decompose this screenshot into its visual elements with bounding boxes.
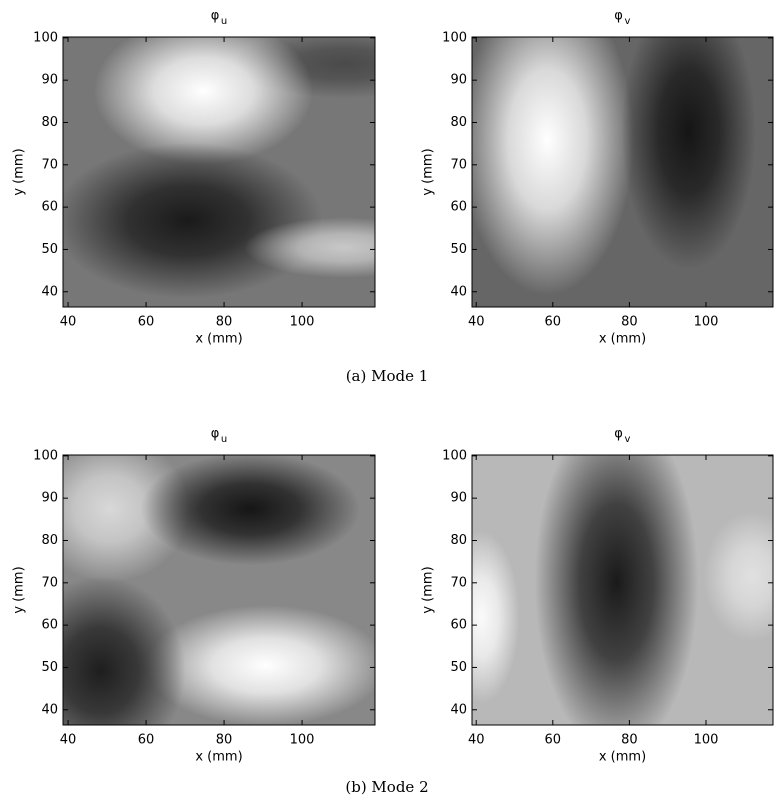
y-tick-label: 90 (450, 73, 467, 88)
x-axis-label: x (mm) (599, 750, 646, 765)
y-tick-label: 100 (442, 30, 467, 45)
y-tick-label: 80 (450, 115, 467, 130)
plot-title-subscript: v (625, 434, 631, 445)
x-tick-label: 40 (60, 315, 77, 330)
x-tick-label: 80 (621, 733, 638, 748)
x-tick-label: 100 (694, 315, 719, 330)
field-blob (93, 37, 314, 165)
plot-title-subscript: v (625, 16, 631, 27)
contour-field (63, 455, 375, 725)
field-blob (534, 455, 699, 725)
y-tick-label: 80 (41, 115, 58, 130)
plot-frame (471, 36, 774, 308)
x-tick-label: 100 (290, 733, 315, 748)
x-tick-label: 80 (621, 315, 638, 330)
x-axis-label: x (mm) (599, 332, 646, 347)
y-tick-label: 50 (450, 242, 467, 257)
plot-frame (471, 454, 774, 726)
field-blob (243, 217, 375, 278)
x-tick-label: 60 (545, 733, 562, 748)
caption: (a) Mode 1 (346, 367, 429, 385)
field-blob (146, 605, 375, 725)
plot-title-subscript: u (221, 16, 227, 27)
y-tick-label: 90 (41, 73, 58, 88)
plot-title: φ (211, 427, 220, 442)
y-tick-label: 70 (450, 575, 467, 590)
y-tick-label: 80 (450, 533, 467, 548)
plot-title: φ (614, 427, 623, 442)
y-tick-label: 80 (41, 533, 58, 548)
y-tick-label: 50 (41, 660, 58, 675)
x-tick-label: 80 (216, 315, 233, 330)
field-blob (621, 37, 757, 270)
x-tick-label: 60 (138, 315, 155, 330)
y-tick-label: 90 (41, 491, 58, 506)
y-tick-label: 40 (41, 284, 58, 299)
x-tick-label: 80 (216, 733, 233, 748)
plot-title: φ (614, 9, 623, 24)
x-axis-label: x (mm) (195, 750, 242, 765)
y-tick-label: 70 (41, 575, 58, 590)
y-tick-label: 100 (33, 30, 58, 45)
field-blob (63, 575, 186, 725)
y-tick-label: 100 (33, 448, 58, 463)
plot-frame (62, 454, 376, 726)
y-tick-label: 40 (41, 702, 58, 717)
x-tick-label: 40 (468, 733, 485, 748)
y-tick-label: 50 (41, 242, 58, 257)
y-axis-label: y (mm) (12, 566, 27, 613)
field-blob (63, 142, 323, 299)
y-tick-label: 60 (450, 200, 467, 215)
y-tick-label: 100 (442, 448, 467, 463)
caption: (b) Mode 2 (345, 778, 428, 796)
field-blob (140, 455, 360, 566)
plot-title-subscript: u (221, 434, 227, 445)
field-blob (472, 37, 634, 296)
x-tick-label: 100 (290, 315, 315, 330)
y-tick-label: 60 (41, 618, 58, 633)
plot-frame (62, 36, 376, 308)
y-tick-label: 50 (450, 660, 467, 675)
y-axis-label: y (mm) (421, 148, 436, 195)
x-tick-label: 100 (694, 733, 719, 748)
x-tick-label: 60 (138, 733, 155, 748)
y-axis-label: y (mm) (12, 148, 27, 195)
y-tick-label: 60 (41, 200, 58, 215)
field-blob (472, 530, 520, 704)
y-tick-label: 40 (450, 702, 467, 717)
contour-field (472, 37, 773, 307)
y-tick-label: 90 (450, 491, 467, 506)
y-tick-label: 60 (450, 618, 467, 633)
contour-field (63, 37, 375, 307)
y-tick-label: 70 (450, 157, 467, 172)
y-tick-label: 70 (41, 157, 58, 172)
contour-field (472, 455, 773, 725)
x-axis-label: x (mm) (195, 332, 242, 347)
y-tick-label: 40 (450, 284, 467, 299)
x-tick-label: 40 (60, 733, 77, 748)
x-tick-label: 40 (468, 315, 485, 330)
x-tick-label: 60 (545, 315, 562, 330)
y-axis-label: y (mm) (421, 566, 436, 613)
plot-title: φ (211, 9, 220, 24)
field-blob (703, 511, 773, 642)
